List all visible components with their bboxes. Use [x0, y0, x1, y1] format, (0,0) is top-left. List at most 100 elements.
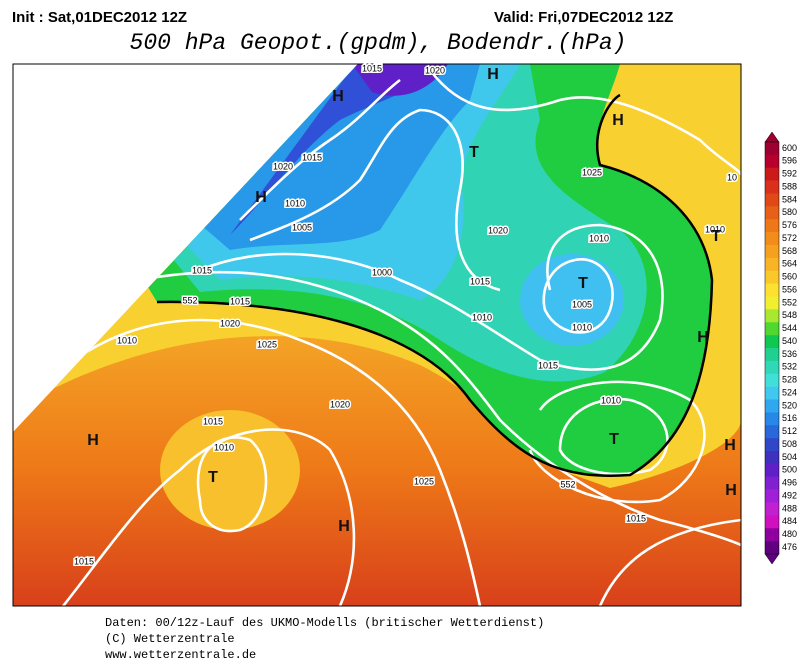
- legend-label: 520: [782, 400, 797, 410]
- isobar-label: 1015: [302, 152, 322, 162]
- valid-time: Valid: Fri,07DEC2012 12Z: [494, 9, 673, 26]
- isobar-label: 1020: [273, 161, 293, 171]
- isobar-label: 1025: [414, 476, 434, 486]
- legend-swatch: [765, 193, 779, 207]
- legend-label: 572: [782, 233, 797, 243]
- isobar: [196, 436, 268, 533]
- footer-line: www.wetterzentrale.de: [105, 648, 256, 662]
- pressure-center: H: [697, 329, 709, 346]
- legend-label: 536: [782, 349, 797, 359]
- isobar-label: 1025: [582, 167, 602, 177]
- legend-label: 516: [782, 413, 797, 423]
- legend-swatch: [765, 412, 779, 426]
- pressure-center: H: [724, 437, 736, 454]
- legend-swatch: [765, 335, 779, 349]
- isobar: [428, 69, 741, 176]
- legend-swatch: [765, 515, 779, 529]
- legend-label: 592: [782, 169, 797, 179]
- isobar: [542, 258, 614, 334]
- isobar: [558, 397, 669, 476]
- legend-swatch: [765, 399, 779, 413]
- isobar-label: 1015: [192, 265, 212, 275]
- legend-label: 504: [782, 452, 797, 462]
- legend-label: 512: [782, 426, 797, 436]
- map-field: [12, 63, 742, 607]
- legend-label: 480: [782, 529, 797, 539]
- legend-label: 544: [782, 323, 797, 333]
- pressure-center: T: [469, 144, 479, 161]
- pressure-center: H: [338, 518, 350, 535]
- isobar-label: 552: [182, 295, 197, 305]
- legend-swatch: [765, 232, 779, 246]
- color-legend: 600 596 592 588 584 580 576 572 568 564 560 556 552 5…: [764, 131, 797, 565]
- isobar-label: 1015: [362, 63, 382, 73]
- isobar-label: 10: [727, 172, 737, 182]
- isobar-label: 1015: [230, 296, 250, 306]
- legend-label: 500: [782, 465, 797, 475]
- legend-label: 532: [782, 362, 797, 372]
- legend-swatch: [765, 283, 779, 297]
- legend-label: 576: [782, 220, 797, 230]
- legend-swatch: [765, 309, 779, 323]
- isobar-label: 1020: [425, 65, 445, 75]
- isobar-label: 1005: [572, 299, 592, 309]
- legend-label: 508: [782, 439, 797, 449]
- footer-line: Daten: 00/12z-Lauf des UKMO-Modells (bri…: [105, 616, 544, 630]
- isobar-label: 1020: [330, 399, 350, 409]
- pressure-center: H: [612, 112, 624, 129]
- footer-line: (C) Wetterzentrale: [105, 632, 235, 646]
- legend-frame: [764, 141, 780, 555]
- map-frame: [12, 63, 742, 607]
- isobar-label: 1020: [220, 318, 240, 328]
- pressure-center: H: [255, 189, 267, 206]
- legend-label: 556: [782, 284, 797, 294]
- isobar-label: 552: [560, 479, 575, 489]
- legend-swatch: [765, 502, 779, 516]
- pressure-center: T: [711, 228, 721, 245]
- isobar-label: 1010: [214, 442, 234, 452]
- field-low-core: [520, 254, 624, 346]
- legend-swatch: [765, 528, 779, 542]
- legend-swatch: [765, 296, 779, 310]
- legend-label: 484: [782, 516, 797, 526]
- field-warm-core: [160, 410, 300, 530]
- legend-label: 596: [782, 156, 797, 166]
- isobar: [139, 270, 741, 547]
- legend-label: 524: [782, 387, 797, 397]
- legend-swatch: [765, 476, 779, 490]
- isobar: [29, 318, 482, 606]
- legend-label: 492: [782, 490, 797, 500]
- isobar-label: 1015: [203, 416, 223, 426]
- legend-label: 488: [782, 503, 797, 513]
- isobar: [58, 428, 356, 606]
- isobar-label: 1015: [538, 360, 558, 370]
- legend-swatch: [765, 245, 779, 259]
- isobar: [199, 223, 664, 371]
- field-dark-blue: [230, 64, 445, 235]
- legend-label: 548: [782, 310, 797, 320]
- legend-swatch: [765, 360, 779, 375]
- pressure-center: H: [487, 66, 499, 83]
- isobar-label: 1010: [472, 312, 492, 322]
- legend-swatch: [765, 373, 779, 387]
- legend-label: 568: [782, 246, 797, 256]
- legend-label: 540: [782, 336, 797, 346]
- legend-swatch: [765, 541, 779, 555]
- isobar-label: 1010: [601, 395, 621, 405]
- pressure-center: H: [332, 88, 344, 105]
- map-title: 500 hPa Geopot.(gpdm), Bodendr.(hPa): [130, 30, 627, 56]
- isobar-label: 1010: [705, 224, 725, 234]
- isobar-label: 1010: [285, 198, 305, 208]
- legend-cap: [764, 131, 780, 143]
- isobar-label: 1015: [74, 556, 94, 566]
- legend-swatch: [765, 438, 779, 452]
- legend-swatch: [765, 180, 779, 194]
- isobar-label: 1015: [626, 513, 646, 523]
- pressure-center: H: [725, 482, 737, 499]
- isobar: [528, 380, 706, 504]
- pressure-center: T: [578, 275, 588, 292]
- legend-label: 580: [782, 207, 797, 217]
- map-labels: 1015 1020 1020 1015 1010 1005 1000 1015 1015 1020…: [72, 62, 738, 568]
- isobar-label: 1005: [292, 222, 312, 232]
